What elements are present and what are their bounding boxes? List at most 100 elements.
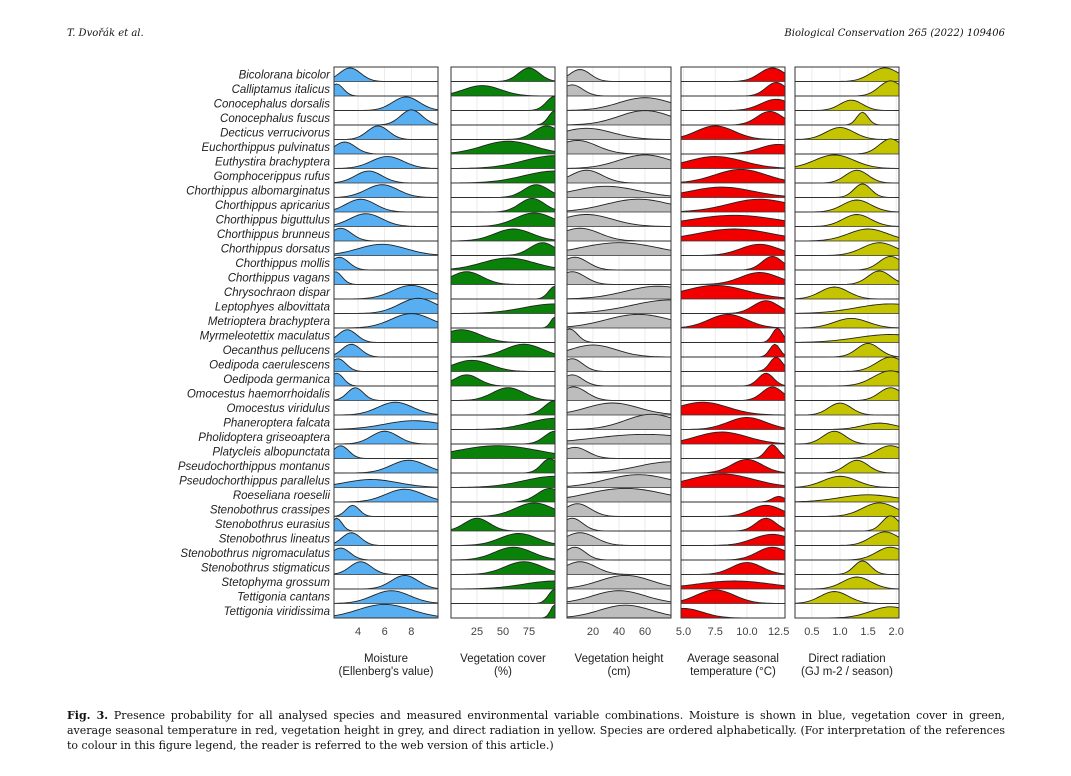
tick-label: 25 — [471, 626, 483, 638]
ridge-area — [681, 156, 785, 169]
axis-unit: temperature (°C) — [690, 666, 776, 678]
ridge-area — [795, 127, 899, 140]
ridge-area — [567, 358, 671, 372]
ridge-outline — [794, 154, 900, 169]
ridge-area — [567, 328, 671, 343]
ridge-area — [567, 110, 671, 125]
ridge-area — [451, 387, 555, 401]
panel-frame — [680, 66, 786, 619]
ridge-area — [334, 156, 438, 169]
ridge-area — [334, 171, 438, 183]
panel-frame — [566, 66, 672, 619]
ridge-area — [795, 531, 899, 546]
caption-label: Fig. 3. — [67, 709, 109, 722]
species-label: Tettigonia cantans — [237, 592, 330, 604]
species-label: Euchorthippus pulvinatus — [202, 142, 331, 154]
ridge-area — [334, 532, 438, 546]
panel-vegetation-height: 20 40 60 Vegetation height(cm) — [566, 66, 672, 678]
ridge-outline — [566, 574, 672, 589]
ridge-outline — [680, 401, 786, 416]
ridge-area — [567, 461, 671, 473]
ridge-outline — [333, 156, 439, 169]
ridge-outline — [450, 546, 556, 561]
caption-text: Presence probability for all analysed sp… — [67, 709, 1005, 752]
ridge-area — [681, 344, 785, 357]
ridge-area — [795, 200, 899, 212]
ridge-area — [567, 128, 671, 140]
species-label: Euthystira brachyptera — [215, 157, 330, 169]
species-label: Chorthippus apricarius — [215, 200, 330, 212]
ridge-area — [451, 271, 555, 285]
ridge-outline — [566, 413, 672, 430]
species-label: Platycleis albopunctata — [212, 447, 330, 459]
ridge-area — [681, 505, 785, 517]
panel-moisture: 4 6 8 Moisture(Ellenberg's value) — [333, 66, 439, 678]
ridge-area — [334, 257, 438, 270]
figure-3-ridgeline-chart: Bicolorana bicolor Calliptamus italicus Co… — [178, 66, 904, 678]
ridge-area — [567, 299, 671, 314]
ridge-area — [681, 244, 785, 256]
ridge-area — [567, 590, 671, 604]
ridge-area — [795, 577, 899, 589]
ridge-area — [681, 496, 785, 502]
ridge-area — [681, 581, 785, 589]
ridge-area — [681, 67, 785, 82]
ridge-area — [567, 242, 671, 256]
ridge-area — [567, 386, 671, 401]
ridge-area — [681, 125, 785, 140]
panels: 4 6 8 Moisture(Ellenberg's value) 25 50 75 Vege… — [333, 66, 904, 678]
panel-frame — [333, 66, 439, 619]
ridge-area — [681, 144, 785, 154]
species-label: Chorthippus brunneus — [217, 229, 330, 241]
ridge-area — [334, 125, 438, 140]
ridge-outline — [566, 242, 672, 251]
species-label: Oecanthus pellucens — [223, 345, 331, 357]
ridge-outline — [333, 401, 439, 416]
tick-label: 1.5 — [860, 626, 875, 638]
ridge-area — [681, 256, 785, 270]
ridge-area — [334, 489, 438, 502]
ridge-area — [451, 547, 555, 560]
ridge-area — [795, 606, 899, 618]
ridge-outline — [566, 214, 672, 227]
ridge-outline — [794, 334, 900, 343]
tick-label: 7.5 — [708, 626, 723, 638]
ridge-area — [334, 96, 438, 111]
ridge-outline — [333, 271, 438, 285]
ridge-area — [795, 334, 899, 343]
ridge-area — [451, 155, 555, 169]
ridge-outline — [450, 445, 556, 454]
panel-vegetation-cover: 25 50 75 Vegetation cover(%) — [450, 66, 556, 678]
species-label: Oedipoda caerulescens — [209, 360, 330, 372]
figure-caption: Fig. 3. Presence probability for all ana… — [67, 708, 1005, 753]
ridge-area — [334, 313, 438, 328]
ridge-area — [795, 170, 899, 183]
ridge-area — [451, 141, 555, 154]
ridge-area — [334, 285, 438, 299]
axis-title: Vegetation cover — [460, 653, 546, 665]
ridge-area — [334, 431, 438, 444]
axis-unit: (cm) — [608, 666, 631, 678]
ridge-area — [567, 374, 671, 386]
ridge-outline — [566, 185, 672, 197]
ridge-area — [451, 518, 555, 531]
ridge-area — [451, 184, 555, 198]
ridge-area — [451, 445, 555, 459]
ridge-outline — [795, 111, 899, 126]
ridge-area — [681, 229, 785, 241]
ridge-area — [334, 561, 438, 575]
ridge-area — [334, 213, 438, 227]
ridge-outline — [566, 590, 672, 603]
ridge-area — [795, 214, 899, 227]
ridge-area — [681, 285, 785, 299]
ridge-outline — [566, 299, 672, 314]
ridge-area — [567, 199, 671, 212]
species-label: Leptophyes albovittata — [215, 302, 330, 314]
ridge-outline — [566, 604, 672, 618]
ridge-area — [451, 110, 555, 125]
ridge-area — [334, 344, 438, 357]
ridge-area — [681, 432, 785, 444]
ridge-area — [451, 418, 555, 430]
ridge-area — [451, 198, 555, 212]
ridge-outline — [333, 372, 438, 387]
